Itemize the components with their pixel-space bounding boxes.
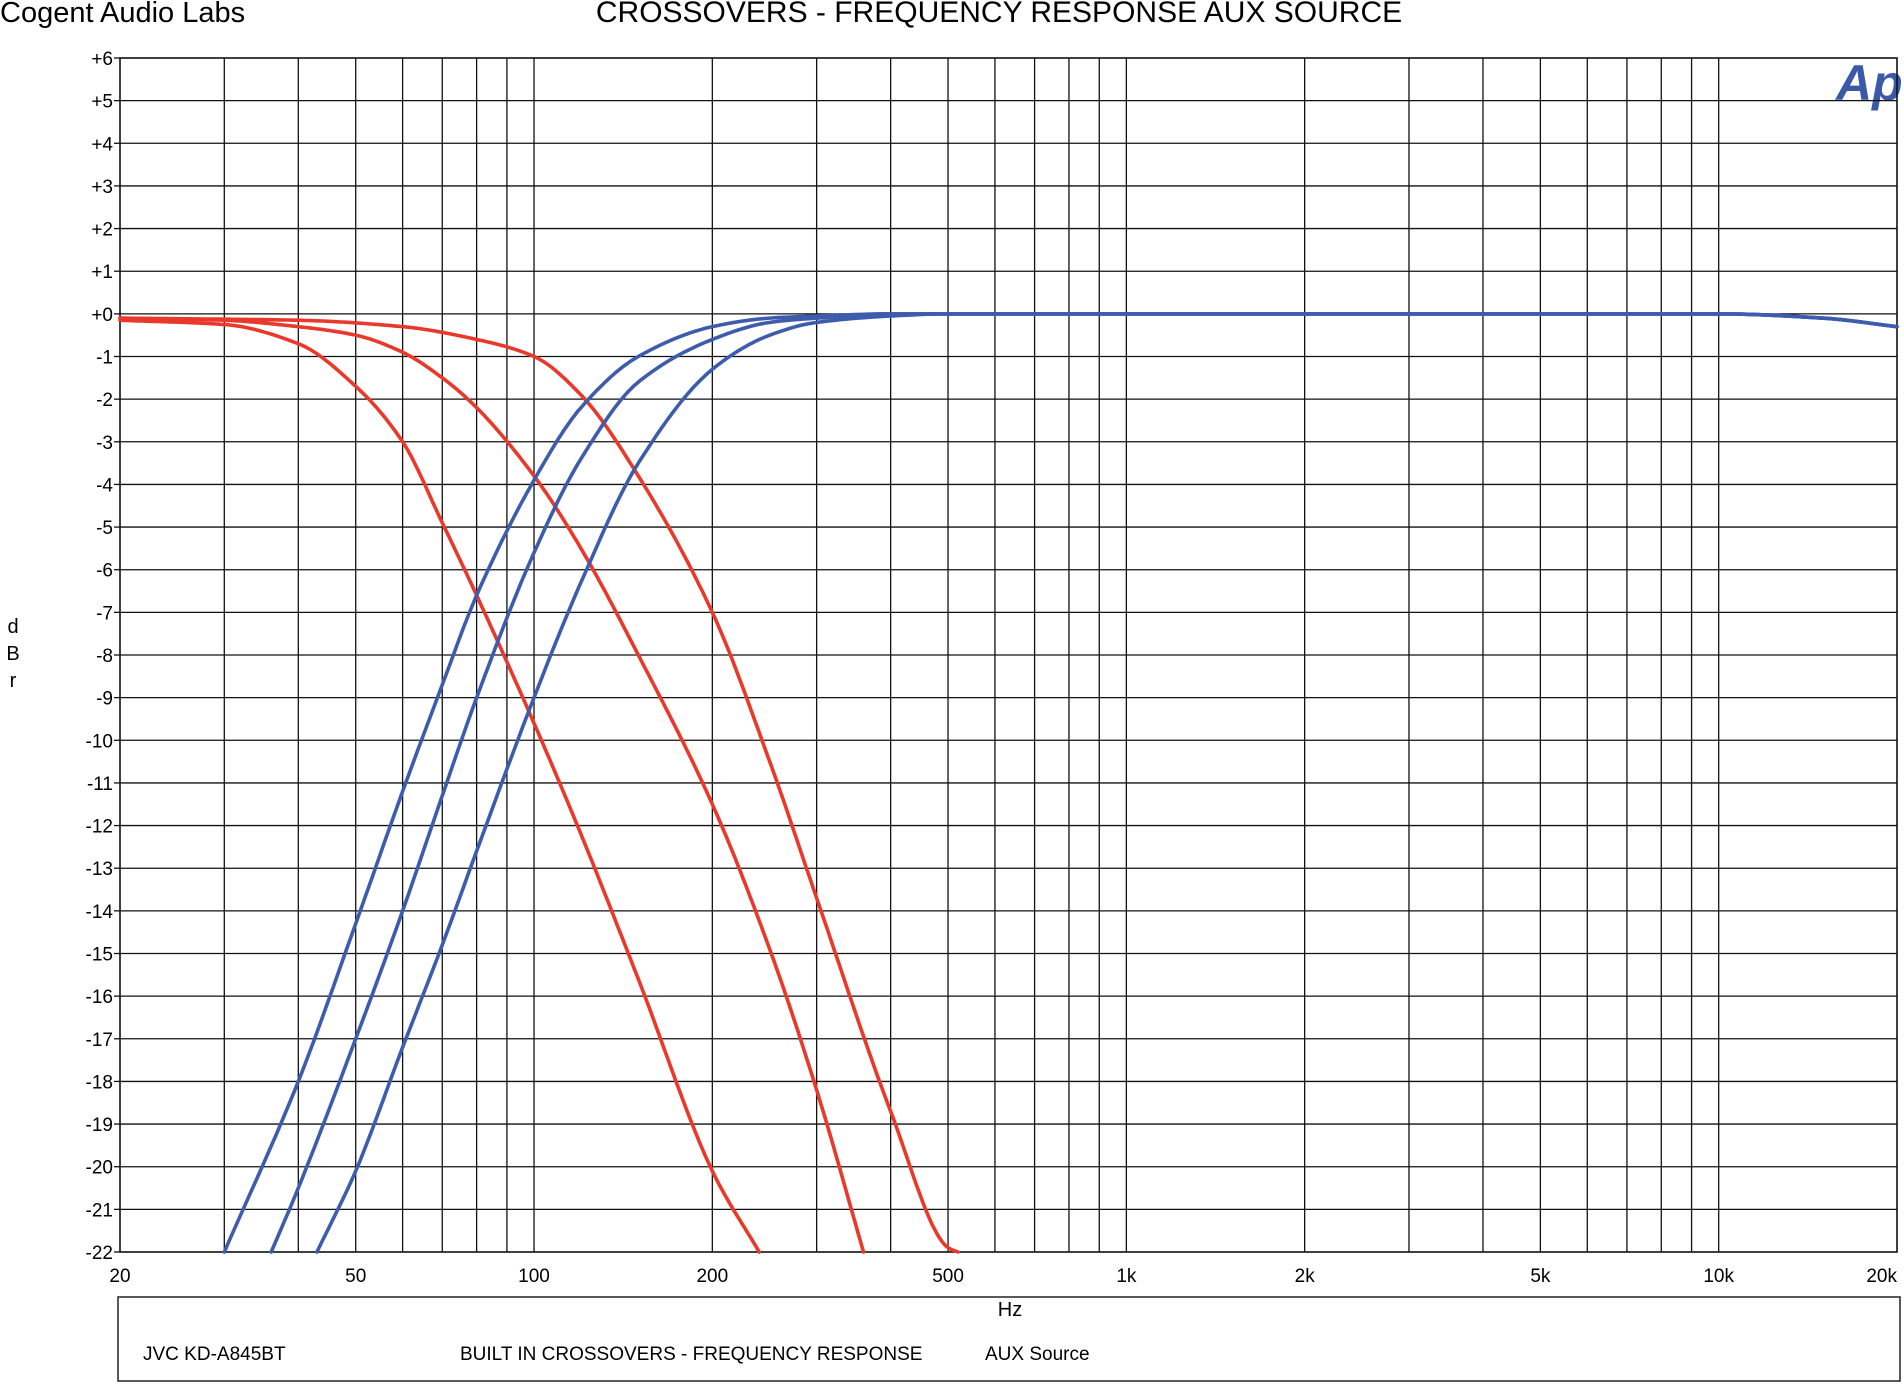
y-axis-ticks: +6 +5 +4 +3 +2 +1 +0 -1 -2 -3 -4 -5 -6 -7 -8 -9 -10 -11 -1… bbox=[86, 49, 120, 1264]
y-tick-label: -18 bbox=[86, 1072, 113, 1093]
y-tick-label: +2 bbox=[91, 220, 113, 241]
y-tick-label: -8 bbox=[96, 646, 113, 667]
y-tick-label: -4 bbox=[96, 475, 113, 496]
y-axis-label-b: B bbox=[6, 643, 19, 665]
y-tick-label: -19 bbox=[86, 1115, 113, 1136]
x-tick-label: 50 bbox=[345, 1266, 366, 1287]
y-tick-label: -9 bbox=[96, 689, 113, 710]
footer-model: JVC KD-A845BT bbox=[143, 1344, 286, 1365]
x-tick-label: 5k bbox=[1530, 1266, 1551, 1287]
y-tick-label: -20 bbox=[86, 1158, 113, 1179]
lowpass-curve-2 bbox=[118, 316, 866, 1254]
x-tick-label: 100 bbox=[518, 1266, 550, 1287]
footer-description: BUILT IN CROSSOVERS - FREQUENCY RESPONSE bbox=[460, 1344, 922, 1365]
x-tick-label: 500 bbox=[932, 1266, 964, 1287]
y-tick-label: -17 bbox=[86, 1030, 113, 1051]
chart-grid bbox=[119, 57, 1898, 1253]
y-tick-label: -10 bbox=[86, 731, 113, 752]
ap-logo: Ap bbox=[1834, 55, 1903, 111]
y-tick-label: -15 bbox=[86, 945, 113, 966]
x-tick-label: 200 bbox=[696, 1266, 728, 1287]
y-tick-label: -5 bbox=[96, 518, 113, 539]
y-tick-label: +6 bbox=[91, 49, 113, 70]
y-tick-label: -16 bbox=[86, 987, 113, 1008]
y-tick-label: -13 bbox=[86, 859, 113, 880]
x-tick-label: 2k bbox=[1295, 1266, 1316, 1287]
company-name: Cogent Audio Labs bbox=[0, 0, 245, 29]
y-tick-label: +5 bbox=[91, 92, 113, 113]
chart-title: CROSSOVERS - FREQUENCY RESPONSE AUX SOUR… bbox=[596, 0, 1402, 29]
x-tick-label: 20k bbox=[1866, 1266, 1897, 1287]
y-tick-label: -2 bbox=[96, 390, 113, 411]
x-tick-label: 1k bbox=[1116, 1266, 1137, 1287]
y-tick-label: -14 bbox=[86, 902, 114, 923]
series-layer bbox=[118, 312, 1899, 1254]
y-axis-label: d B r bbox=[6, 616, 19, 692]
y-tick-label: +1 bbox=[91, 262, 113, 283]
y-tick-label: +4 bbox=[91, 134, 113, 155]
lowpass-curve-1 bbox=[118, 318, 761, 1254]
y-axis-label-r: r bbox=[10, 670, 17, 692]
lowpass-curve-3 bbox=[118, 316, 960, 1254]
x-tick-label: 20 bbox=[109, 1266, 130, 1287]
footer-box bbox=[117, 1296, 1901, 1382]
y-tick-label: -1 bbox=[96, 348, 113, 369]
x-axis-ticks: 20 50 100 200 500 1k 2k 5k 10k 20k bbox=[109, 1266, 1897, 1287]
y-tick-label: -3 bbox=[96, 433, 113, 454]
y-axis-label-d: d bbox=[7, 616, 18, 638]
y-tick-label: -12 bbox=[86, 817, 113, 838]
x-tick-label: 10k bbox=[1703, 1266, 1734, 1287]
x-axis-label: Hz bbox=[998, 1299, 1022, 1321]
footer-source: AUX Source bbox=[985, 1344, 1090, 1365]
highpass-curve-6 bbox=[315, 312, 1899, 1254]
y-tick-label: +0 bbox=[91, 305, 113, 326]
y-tick-label: -7 bbox=[96, 603, 113, 624]
y-tick-label: -6 bbox=[96, 561, 113, 582]
y-tick-label: -21 bbox=[86, 1200, 113, 1221]
y-tick-label: -22 bbox=[86, 1243, 113, 1264]
y-tick-label: -11 bbox=[87, 774, 113, 795]
y-tick-label: +3 bbox=[91, 177, 113, 198]
ap-logo-text: Ap bbox=[1834, 55, 1903, 111]
